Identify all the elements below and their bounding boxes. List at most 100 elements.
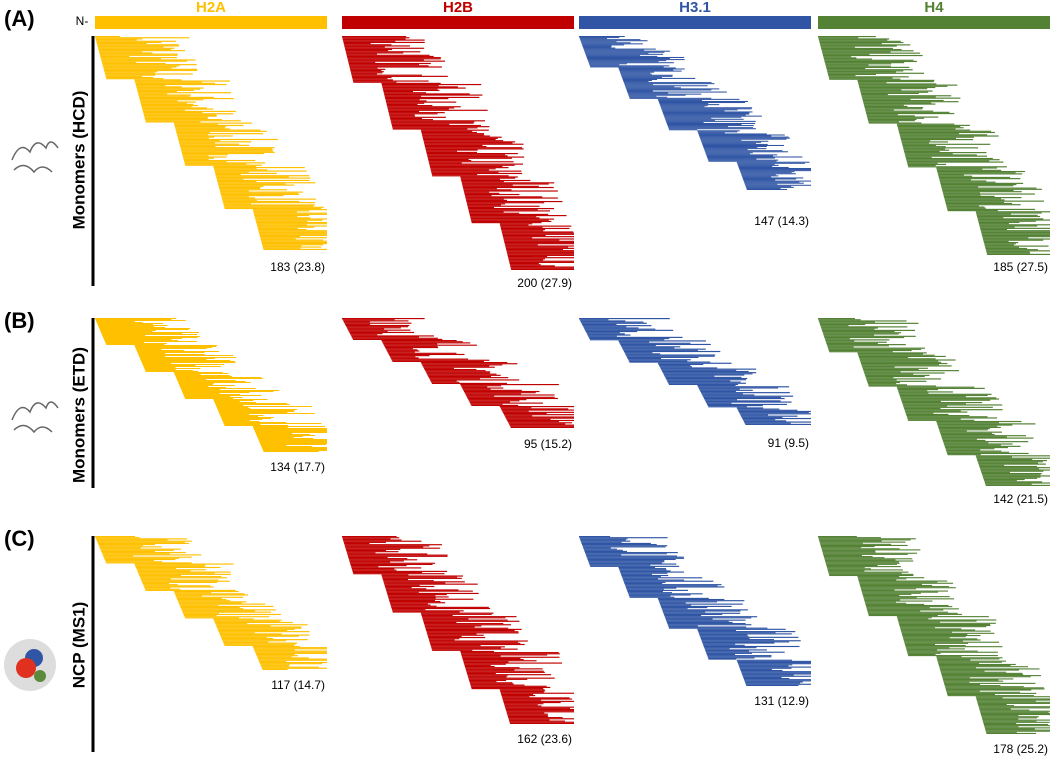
peptide xyxy=(665,617,752,619)
peptide xyxy=(898,622,996,624)
peptide xyxy=(981,716,1039,718)
peptide xyxy=(423,366,495,368)
peptide xyxy=(827,567,865,569)
peptide xyxy=(827,71,897,73)
peptide xyxy=(224,207,322,210)
peptide xyxy=(945,201,1004,203)
peptide xyxy=(903,637,950,639)
peptide xyxy=(625,86,675,88)
peptide xyxy=(902,636,966,638)
peptide xyxy=(866,115,915,117)
peptide xyxy=(425,371,491,373)
peptide xyxy=(625,85,708,87)
peptide xyxy=(142,581,218,583)
peptide xyxy=(667,124,742,126)
peptide xyxy=(254,214,310,217)
peptide xyxy=(589,339,665,341)
peptide xyxy=(938,663,1016,666)
peptide xyxy=(428,160,472,162)
peptide xyxy=(741,173,796,175)
peptide xyxy=(624,83,715,85)
peptide xyxy=(346,551,399,553)
peptide xyxy=(257,227,298,229)
peptide xyxy=(507,714,548,716)
peptide xyxy=(259,660,286,662)
peptide xyxy=(697,629,736,632)
peptide xyxy=(184,162,266,164)
peptide xyxy=(900,629,976,631)
peptide xyxy=(423,140,504,142)
peptide xyxy=(103,337,198,338)
peptide xyxy=(864,105,908,108)
peptide xyxy=(939,668,1040,670)
peptide xyxy=(820,323,866,326)
peptide xyxy=(431,648,518,650)
peptide xyxy=(431,170,522,172)
peptide xyxy=(660,368,757,370)
peptide xyxy=(177,137,209,139)
peptide xyxy=(621,76,662,78)
peptide xyxy=(174,593,245,595)
peptide xyxy=(583,48,656,50)
peptide xyxy=(662,370,749,373)
peptide xyxy=(664,375,715,377)
peptide xyxy=(463,390,540,393)
peptide xyxy=(901,630,991,632)
peptide xyxy=(175,128,230,130)
peptide xyxy=(976,214,1038,216)
peptide xyxy=(982,720,1037,722)
peptide xyxy=(589,337,670,340)
peptide xyxy=(663,114,746,116)
peptide xyxy=(346,53,377,55)
peptide xyxy=(823,554,862,557)
peptide xyxy=(707,158,757,160)
peptide xyxy=(706,402,732,404)
peptide xyxy=(738,410,811,413)
peptide xyxy=(667,624,752,626)
peptide xyxy=(388,598,474,600)
peptide xyxy=(428,638,460,640)
peptide xyxy=(985,730,1050,732)
peptide xyxy=(582,544,657,546)
peptide xyxy=(137,92,232,94)
peptide-count: 200 (27.9) xyxy=(517,276,572,290)
peptide xyxy=(180,387,227,388)
peptide xyxy=(897,617,932,619)
peptide xyxy=(900,627,935,629)
peptide xyxy=(97,541,185,543)
peptide xyxy=(981,715,1019,717)
peptide xyxy=(746,188,788,190)
peptide xyxy=(745,423,811,425)
peptide xyxy=(175,375,230,376)
peptide xyxy=(104,341,197,342)
peptide xyxy=(981,232,1050,234)
peptide xyxy=(346,326,409,328)
peptide xyxy=(980,713,1050,716)
peptide xyxy=(939,431,1002,433)
peptide xyxy=(144,116,209,118)
peptide xyxy=(862,593,912,595)
peptide xyxy=(626,88,720,90)
peptide xyxy=(743,676,782,678)
peptide xyxy=(144,369,176,370)
peptide xyxy=(940,671,1007,673)
peptide xyxy=(350,71,384,73)
peptide xyxy=(381,575,463,577)
peptide xyxy=(705,152,753,154)
column-bar xyxy=(818,16,1050,29)
peptide xyxy=(947,452,1029,455)
peptide xyxy=(424,623,504,625)
peptide xyxy=(422,136,502,138)
peptide xyxy=(947,695,1034,697)
peptide xyxy=(704,397,785,400)
peptide xyxy=(627,357,662,360)
peptide xyxy=(262,245,302,247)
peptide xyxy=(182,152,265,155)
peptide xyxy=(142,582,170,585)
peptide xyxy=(984,480,1017,482)
peptide xyxy=(103,555,134,557)
peptide xyxy=(941,437,1034,439)
peptide xyxy=(351,568,395,570)
peptide xyxy=(142,363,172,364)
peptide xyxy=(628,359,691,361)
